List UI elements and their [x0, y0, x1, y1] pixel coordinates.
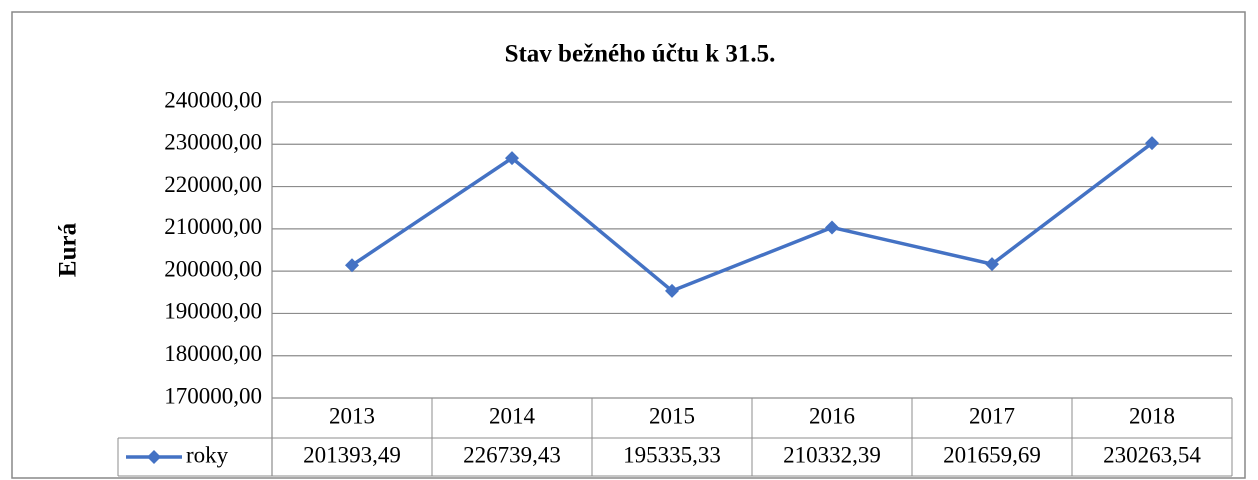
- marker: [665, 283, 679, 298]
- chart-border: [11, 11, 1246, 479]
- y-tick-label: 230000,00: [164, 130, 262, 155]
- table-value: 201393,49: [303, 442, 401, 467]
- y-tick-label: 180000,00: [164, 341, 262, 366]
- y-tick-label: 170000,00: [164, 383, 262, 408]
- y-tick-label: 200000,00: [164, 256, 262, 281]
- line: [351, 141, 1154, 293]
- table-value: 226739,43: [463, 442, 561, 467]
- marker: [825, 220, 839, 235]
- x-tick-label: 2015: [649, 403, 695, 428]
- y-tick-label: 190000,00: [164, 299, 262, 324]
- x-tick-label: 2013: [329, 403, 375, 428]
- x-tick-label: 2017: [969, 403, 1015, 428]
- x-tick-label: 2014: [489, 403, 536, 428]
- table-value: 201659,69: [943, 442, 1041, 467]
- y-tick-label: 220000,00: [164, 172, 262, 197]
- table-value: 230263,54: [1103, 442, 1201, 467]
- y-tick-label: 240000,00: [164, 87, 262, 112]
- chart-title: Stav bežného účtu k 31.5.: [505, 41, 776, 68]
- marker: [1145, 136, 1159, 151]
- table-value: 195335,33: [623, 442, 721, 467]
- marker: [147, 450, 161, 464]
- marker: [985, 257, 999, 272]
- y-axis-label: Eurá: [55, 222, 82, 277]
- legend-label: roky: [186, 442, 229, 467]
- marker: [345, 258, 359, 273]
- y-tick-label: 210000,00: [164, 214, 262, 239]
- marker: [505, 151, 519, 166]
- x-tick-label: 2016: [809, 403, 855, 428]
- x-tick-label: 2018: [1129, 403, 1175, 428]
- table-value: 210332,39: [783, 442, 881, 467]
